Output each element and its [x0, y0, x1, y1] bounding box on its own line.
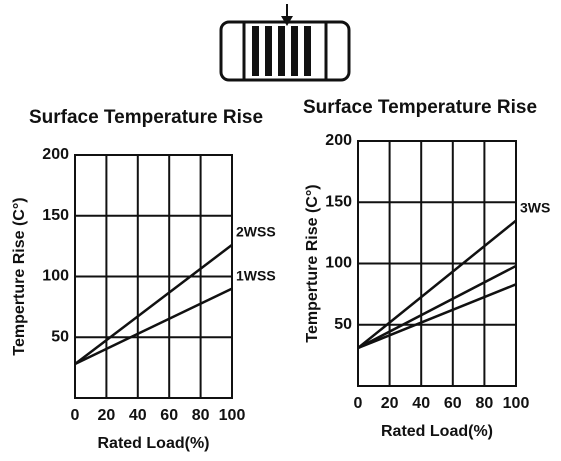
series-line — [357, 219, 517, 349]
x-tick-label: 60 — [444, 395, 462, 412]
y-tick-label: 100 — [325, 255, 352, 272]
y-tick-label: 200 — [42, 146, 69, 163]
x-tick-label: 20 — [381, 395, 399, 412]
x-tick-label: 20 — [98, 407, 116, 424]
chart-title: Surface Temperature Rise — [303, 97, 537, 118]
x-axis-label: Rated Load(%) — [98, 435, 210, 452]
series-label: 3WS — [520, 199, 550, 215]
x-tick-label: 80 — [476, 395, 494, 412]
chart-title: Surface Temperature Rise — [29, 107, 263, 128]
series-line — [74, 243, 233, 365]
x-tick-label: 100 — [219, 407, 246, 424]
y-tick-label: 200 — [325, 132, 352, 149]
x-tick-label: 60 — [160, 407, 178, 424]
x-tick-label: 0 — [354, 395, 363, 412]
y-tick-label: 150 — [42, 207, 69, 224]
series-label: 1WSS — [236, 267, 276, 283]
x-tick-label: 0 — [71, 407, 80, 424]
series-line — [357, 283, 517, 350]
x-tick-label: 40 — [412, 395, 430, 412]
x-tick-label: 40 — [129, 407, 147, 424]
series-line — [357, 264, 517, 350]
y-tick-label: 50 — [334, 316, 352, 333]
x-axis-label: Rated Load(%) — [381, 423, 493, 440]
y-tick-label: 150 — [325, 193, 352, 210]
y-axis-label: Temperture Rise (C°) — [304, 184, 321, 342]
y-tick-label: 100 — [42, 268, 69, 285]
series-label: 2WSS — [236, 224, 276, 240]
y-axis-label: Temperture Rise (C°) — [11, 197, 28, 355]
resistor-icon — [219, 4, 351, 82]
y-tick-label: 50 — [51, 328, 69, 345]
series-line — [74, 287, 233, 366]
x-tick-label: 80 — [192, 407, 210, 424]
x-tick-label: 100 — [503, 395, 530, 412]
